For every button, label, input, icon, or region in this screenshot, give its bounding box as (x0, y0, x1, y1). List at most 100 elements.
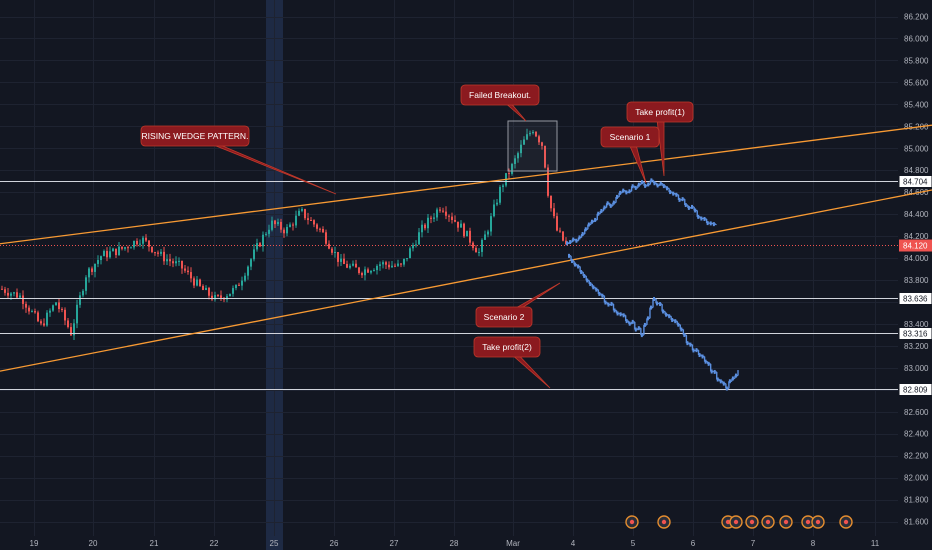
projection-bar (669, 190, 672, 195)
candle-body (274, 220, 276, 225)
candle-body (343, 258, 345, 265)
candle-body (178, 260, 180, 262)
candle-body (229, 293, 231, 297)
event-dot-icon (661, 519, 667, 525)
wedge-lower-line (0, 189, 932, 372)
y-tick-label: 84.000 (904, 254, 929, 263)
projection-bar (613, 308, 616, 313)
candle-body (265, 233, 267, 235)
candle-body (403, 258, 405, 265)
projection-bar (578, 235, 581, 240)
candle-body (544, 145, 546, 168)
projection-bar (631, 184, 634, 189)
projection-bar (574, 262, 577, 267)
y-tick-label: 84.800 (904, 166, 929, 175)
event-dot-icon (733, 519, 739, 525)
candle-body (67, 320, 69, 328)
candle-body (430, 217, 432, 219)
candle-body (169, 259, 171, 262)
level-label: 82.809 (903, 386, 928, 395)
candle-body (319, 228, 321, 230)
projection-bar (609, 203, 612, 208)
candle-body (391, 265, 393, 268)
projection-bar (643, 322, 646, 327)
candle-body (550, 195, 552, 209)
candle-body (397, 263, 399, 266)
level-label: 83.316 (903, 330, 928, 339)
y-tick-label: 85.800 (904, 56, 929, 65)
candle-body (19, 295, 21, 298)
candle-body (415, 244, 417, 246)
candle-body (376, 265, 378, 271)
y-tick-label: 82.600 (904, 408, 929, 417)
y-tick-label: 86.200 (904, 13, 929, 22)
x-tick-label: 5 (631, 539, 636, 548)
candle-body (535, 131, 537, 137)
projection-bar (601, 293, 604, 298)
y-tick-label: 84.200 (904, 232, 929, 241)
candle-body (124, 247, 126, 249)
candle-body (388, 264, 390, 268)
candle-body (370, 270, 372, 273)
x-tick-label: 26 (330, 539, 339, 548)
candle-body (208, 287, 210, 296)
projection-bar (713, 369, 716, 374)
candle-body (154, 252, 156, 254)
y-tick-label: 81.800 (904, 496, 929, 505)
candle-body (367, 269, 369, 273)
projection-bar (709, 221, 712, 226)
projection-bar (686, 341, 689, 346)
candle-body (181, 260, 183, 269)
projection-bar (603, 205, 606, 210)
candle-body (409, 248, 411, 259)
callout-scenario-2-text: Scenario 2 (484, 312, 525, 322)
candle-body (517, 153, 519, 159)
projection-bar (719, 379, 722, 384)
projection-bar (680, 327, 683, 332)
projection-bar (662, 309, 665, 314)
candle-body (382, 262, 384, 265)
level-label-box (898, 383, 932, 396)
candle-body (262, 234, 264, 247)
projection-bar (659, 181, 662, 186)
candle-body (304, 209, 306, 219)
candle-body (106, 250, 108, 258)
y-tick-label: 86.000 (904, 34, 929, 43)
level-label: 83.636 (903, 295, 928, 304)
projection-bar (622, 313, 625, 318)
candle-body (109, 251, 111, 258)
projection-bar (577, 264, 580, 269)
projection-bar (571, 259, 574, 264)
projection-bar (598, 291, 601, 296)
projection-bar (653, 181, 656, 186)
projection-bar (575, 238, 578, 243)
candle-body (286, 226, 288, 234)
candle-body (526, 134, 528, 140)
event-dot-icon (815, 519, 821, 525)
candle-body (70, 327, 72, 336)
projection-bar (592, 285, 595, 290)
projection-bar (734, 373, 737, 378)
candle-body (127, 247, 129, 249)
projection-bar (581, 232, 584, 237)
candle-body (10, 293, 12, 296)
x-tick-label: 8 (811, 539, 816, 548)
event-dot-icon (765, 519, 771, 525)
candle-body (148, 240, 150, 247)
candle-body (472, 242, 474, 248)
candle-body (502, 185, 504, 187)
projection-bar (731, 376, 734, 381)
candle-body (226, 296, 228, 300)
candle-body (331, 248, 333, 253)
candle-body (145, 237, 147, 241)
candle-body (436, 209, 438, 218)
candle-body (202, 285, 204, 290)
projection-bar (672, 191, 675, 196)
candle-body (199, 279, 201, 286)
projection-bar (695, 348, 698, 353)
candle-body (523, 139, 525, 145)
projection-bar (691, 204, 693, 209)
projection-bar (675, 192, 678, 197)
